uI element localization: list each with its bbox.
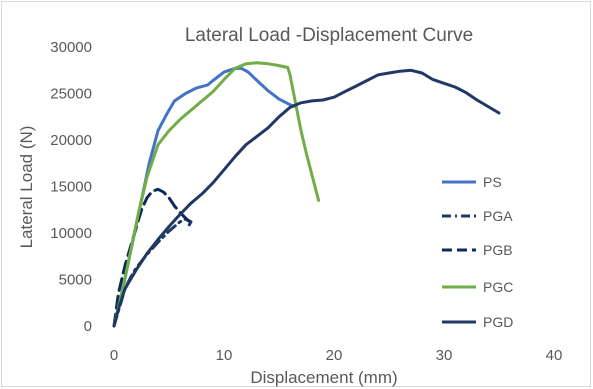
series-line-pgc: [112, 61, 321, 328]
y-tick-label: 25000: [50, 86, 92, 103]
series-line-pgd: [112, 68, 501, 328]
legend-label-pgd: PGD: [483, 314, 513, 330]
series-layer: [112, 61, 501, 328]
legend-label-pgb: PGB: [483, 242, 513, 258]
y-tick-label: 10000: [50, 225, 92, 242]
y-tick-label: 15000: [50, 179, 92, 196]
x-tick-label: 0: [110, 347, 118, 364]
y-tick-labels: 0 5000 10000 15000 20000 25000 30000: [50, 39, 92, 335]
series-line-pgb: [112, 187, 193, 328]
x-tick-label: 20: [326, 347, 343, 364]
y-axis-label: Lateral Load (N): [17, 126, 36, 249]
y-tick-label: 5000: [59, 272, 92, 289]
y-tick-label: 30000: [50, 39, 92, 56]
y-tick-label: 20000: [50, 132, 92, 149]
legend-label-pga: PGA: [483, 208, 513, 224]
x-tick-label: 40: [546, 347, 563, 364]
x-tick-label: 10: [216, 347, 233, 364]
legend: PS PGA PGB PGC PGD: [442, 174, 513, 330]
x-axis-label: Displacement (mm): [250, 368, 397, 387]
legend-label-ps: PS: [483, 174, 502, 190]
chart-title: Lateral Load -Displacement Curve: [185, 25, 473, 46]
x-tick-label: 30: [436, 347, 453, 364]
legend-label-pgc: PGC: [483, 279, 513, 295]
y-tick-label: 0: [84, 318, 92, 335]
x-tick-labels: 0 10 20 30 40: [110, 347, 563, 364]
